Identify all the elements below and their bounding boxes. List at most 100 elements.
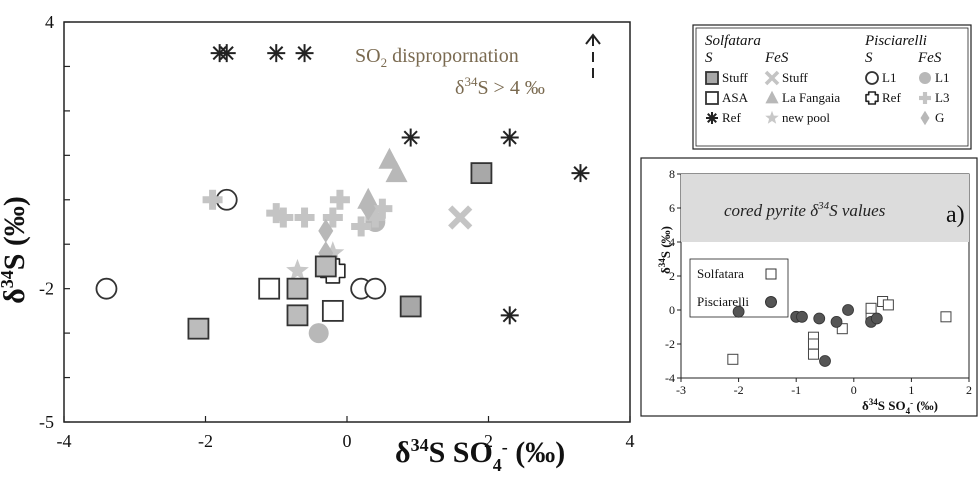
legend-marker [706, 112, 718, 124]
inset-data-point [842, 304, 854, 316]
inset-data-point [796, 310, 808, 323]
legend-item-label: Stuff [782, 70, 808, 85]
inset-y-tick-label: 8 [669, 167, 675, 181]
main-y-tick-label: 4 [45, 12, 54, 32]
data-point [273, 207, 294, 228]
inset-y-tick-label: 2 [669, 269, 675, 283]
inset-legend-pisciarelli-marker [765, 296, 777, 308]
legend-solfatara-s: S [705, 50, 713, 66]
legend-solfatara-fes: FeS [764, 50, 789, 66]
data-point [187, 317, 210, 340]
data-point [286, 277, 309, 300]
svg-text:δ34S > 4 ‰: δ34S > 4 ‰ [455, 74, 545, 99]
data-point [217, 44, 236, 63]
data-point [500, 128, 519, 147]
data-point [321, 299, 344, 322]
inset-x-tick-label: 2 [966, 383, 972, 397]
legend-item-label: Ref [882, 90, 901, 105]
data-point [470, 162, 493, 185]
data-point [322, 207, 343, 228]
inset-legend-solfatara-marker [765, 268, 777, 280]
inset-data-point [819, 355, 831, 367]
legend-item-label: L3 [935, 90, 949, 105]
data-point [401, 128, 420, 147]
data-point [308, 323, 329, 344]
legend-marker [764, 70, 780, 86]
data-point [95, 277, 118, 300]
data-point [571, 164, 590, 183]
inset-panel-label: a) [946, 202, 965, 228]
inset-data-point [727, 353, 739, 365]
inset-y-tick-label: -4 [665, 371, 675, 385]
legend-item-label: G [935, 110, 944, 125]
data-point [448, 205, 473, 230]
data-point [360, 196, 376, 221]
legend-pisciarelli-title: Pisciarelli [864, 33, 927, 49]
main-x-tick-label: 4 [626, 431, 635, 451]
legend-item-label: La Fangaia [782, 90, 840, 105]
main-y-axis-title: δ34S (‰) [0, 196, 31, 304]
main-plot-frame [63, 21, 631, 423]
main-x-tick-label: 2 [484, 431, 493, 451]
legend-item-label: ASA [722, 90, 749, 105]
svg-text:δ34S (‰): δ34S (‰) [0, 196, 31, 304]
legend-marker [765, 110, 779, 124]
inset-y-tick-label: 0 [669, 303, 675, 317]
data-point [294, 207, 315, 228]
inset-y-tick-label: 4 [669, 235, 675, 249]
legend-marker [865, 71, 879, 85]
legend-item-label: Ref [722, 110, 741, 125]
inset-pyrite-band [681, 174, 969, 242]
data-point [399, 295, 422, 318]
legend-pisciarelli-fes: FeS [917, 50, 942, 66]
inset-legend-pisciarelli: Pisciarelli [697, 294, 749, 309]
main-data-points [95, 44, 590, 344]
data-point [295, 44, 314, 63]
main-x-tick-label: -4 [57, 431, 72, 451]
svg-text:SO2 disproporn​ation: SO2 disproporn​ation [355, 45, 519, 70]
inset-data-point [836, 323, 848, 335]
main-axis-ticks [63, 21, 631, 423]
inset-data-points [727, 296, 952, 367]
legend-marker [919, 72, 931, 84]
data-point [329, 189, 350, 210]
data-point [258, 277, 281, 300]
legend-marker [705, 91, 719, 105]
data-point [385, 161, 408, 183]
main-y-tick-label: -2 [39, 279, 54, 299]
data-point [202, 189, 223, 210]
legend: Solfatara S FeS Pisciarelli S FeS Stuff A… [692, 24, 972, 150]
legend-marker [705, 71, 719, 85]
inset-x-tick-label: -2 [734, 383, 744, 397]
data-point [378, 147, 401, 169]
data-point [286, 258, 309, 281]
inset-y-tick-label: -2 [665, 337, 675, 351]
inset-x-tick-label: -3 [676, 383, 686, 397]
legend-solfatara-title: Solfatara [705, 33, 761, 49]
main-y-tick-label: -5 [39, 412, 54, 432]
inset-x-tick-label: 0 [851, 383, 857, 397]
main-x-tick-label: -2 [198, 431, 213, 451]
legend-marker [919, 92, 931, 104]
inset-legend-solfatara: Solfatara [697, 266, 744, 281]
data-point [318, 218, 334, 243]
main-x-axis-title: δ34S SO4- (‰) [395, 435, 565, 475]
main-tick-labels: -4 -2 0 2 4 4 -2 -5 [39, 12, 635, 451]
data-point [314, 255, 337, 278]
legend-marker [920, 110, 930, 126]
legend-pisciarelli-s: S [865, 50, 873, 66]
inset-data-point [732, 305, 745, 318]
inset-data-point [870, 312, 883, 325]
data-point [500, 306, 519, 325]
legend-marker [865, 91, 879, 105]
inset-y-tick-label: 6 [669, 201, 675, 215]
inset-data-point [882, 299, 894, 311]
data-point [321, 241, 345, 263]
inset-data-point [830, 315, 843, 328]
legend-item-label: L1 [935, 70, 949, 85]
data-point [351, 216, 372, 237]
svg-text:δ34S SO4- (‰): δ34S SO4- (‰) [395, 435, 565, 475]
inset-band-label: cored pyrite δ34S values [724, 200, 886, 220]
legend-item-label: L1 [882, 70, 896, 85]
inset-x-tick-label: -1 [791, 383, 801, 397]
